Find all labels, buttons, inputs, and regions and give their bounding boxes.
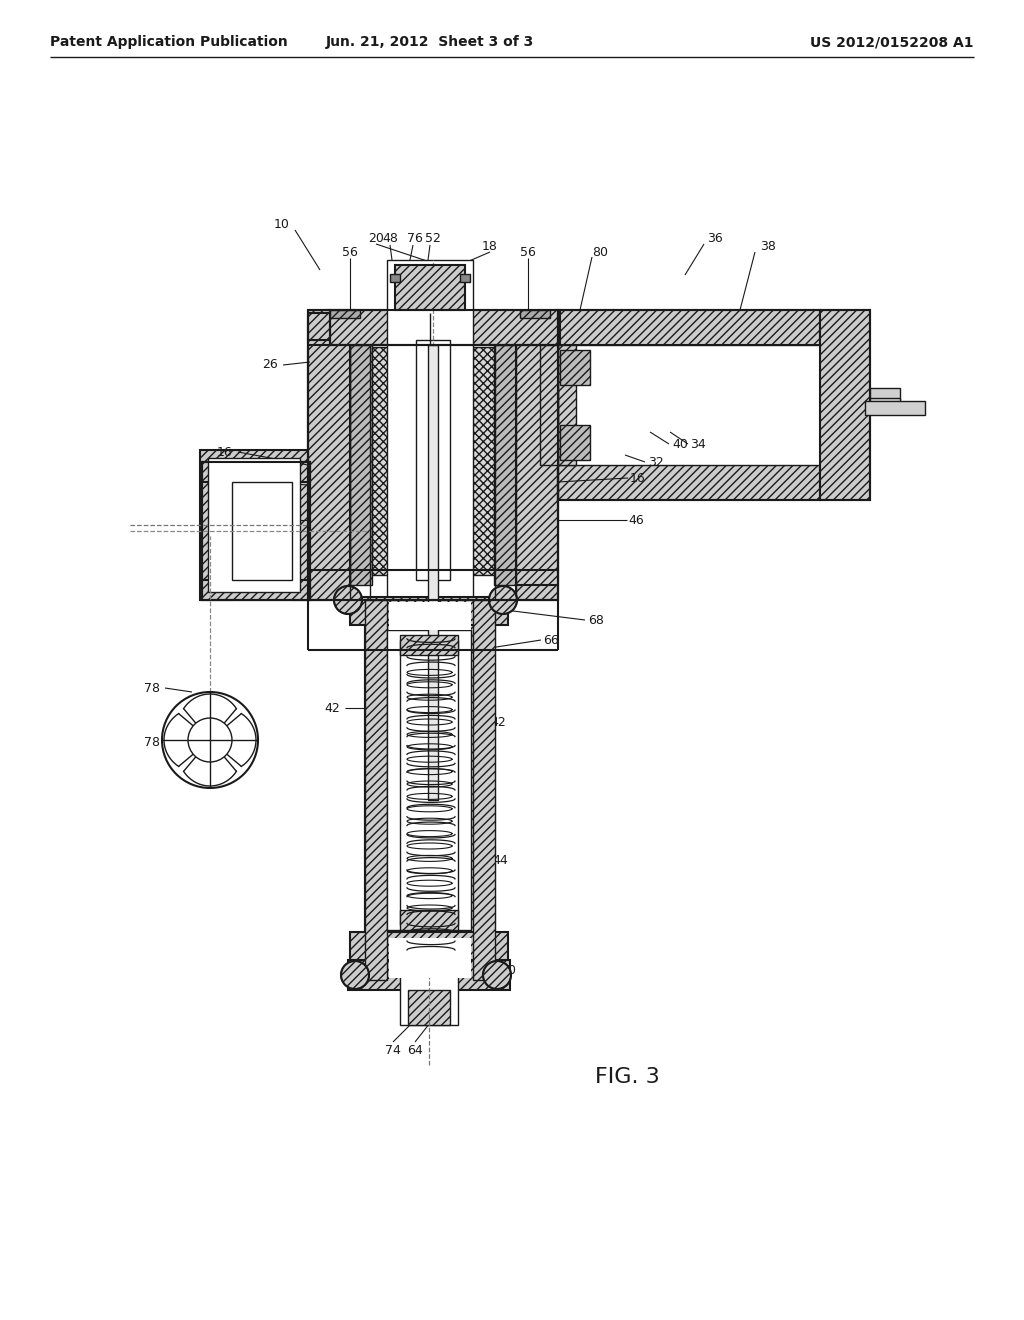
Bar [395,265,465,310]
Bar [202,579,310,601]
Text: 36: 36 [708,231,723,244]
Text: FIG. 3: FIG. 3 [595,1067,659,1086]
Text: 68: 68 [588,614,604,627]
Text: 16: 16 [217,446,232,458]
Text: 42: 42 [490,715,506,729]
Bar [416,345,434,579]
Text: 46: 46 [210,513,226,527]
Bar [560,350,590,385]
Bar [350,932,508,960]
Bar [292,462,310,601]
Bar [520,310,550,318]
Bar [494,345,516,585]
Bar [460,275,470,282]
Bar [350,345,372,585]
Bar [434,347,494,576]
Text: 20: 20 [368,231,384,244]
Text: 56: 56 [342,246,358,259]
Bar [387,630,471,931]
Text: 66: 66 [543,634,559,647]
Text: 44: 44 [492,854,508,866]
Bar [416,341,450,579]
Bar [473,601,495,979]
Bar [390,275,400,282]
Bar [389,602,471,630]
Circle shape [341,961,369,989]
Bar [516,345,558,585]
Bar [208,458,300,591]
Text: 32: 32 [648,455,664,469]
Text: 40: 40 [672,437,688,450]
Text: 18: 18 [482,239,498,252]
Circle shape [334,586,362,614]
Text: 78: 78 [144,735,160,748]
Bar [200,450,308,601]
Bar [389,939,471,978]
Bar [202,462,310,601]
Bar [308,341,350,601]
Text: 78: 78 [144,681,160,694]
Circle shape [188,718,232,762]
Text: 26: 26 [262,359,278,371]
Bar [232,482,292,579]
Bar [470,601,492,960]
Bar [365,601,495,979]
Bar [865,401,925,414]
Bar [308,310,330,341]
Text: 16: 16 [630,471,646,484]
Text: 52: 52 [425,231,441,244]
Bar [365,601,387,960]
Text: 38: 38 [760,239,776,252]
Bar [387,260,473,979]
Text: Jun. 21, 2012  Sheet 3 of 3: Jun. 21, 2012 Sheet 3 of 3 [326,36,535,49]
Bar [400,635,458,655]
Bar [365,601,387,979]
Text: 22: 22 [214,474,229,487]
Bar [330,310,360,318]
Bar [870,399,900,411]
Bar [558,310,870,500]
Bar [560,425,590,459]
Text: 74: 74 [385,1044,401,1056]
Text: 76: 76 [408,231,423,244]
Text: 46: 46 [628,513,644,527]
Text: 10: 10 [274,219,290,231]
Circle shape [162,692,258,788]
Bar [350,597,508,624]
Circle shape [489,586,517,614]
Text: US 2012/0152208 A1: US 2012/0152208 A1 [811,36,974,49]
Text: 56: 56 [520,246,536,259]
Bar [558,465,820,500]
Bar [408,990,450,1026]
Text: 42: 42 [325,701,340,714]
Bar [558,345,575,465]
Text: 70: 70 [500,964,516,977]
Bar [400,909,458,931]
Bar [516,341,558,601]
Bar [558,310,820,345]
Circle shape [483,961,511,989]
Bar [400,975,458,1026]
Bar [330,310,560,345]
Bar [372,347,432,576]
Bar [558,345,820,465]
Bar [432,345,450,579]
Bar [202,462,310,482]
Bar [540,345,558,465]
Text: 80: 80 [592,246,608,259]
Bar [202,462,232,601]
Bar [387,601,473,960]
Text: 48: 48 [382,231,398,244]
Text: 64: 64 [408,1044,423,1056]
Bar [870,388,900,400]
Bar [428,345,438,800]
Bar [400,640,458,925]
Bar [348,960,510,990]
Text: Patent Application Publication: Patent Application Publication [50,36,288,49]
Bar [820,310,870,500]
Text: 34: 34 [690,437,706,450]
